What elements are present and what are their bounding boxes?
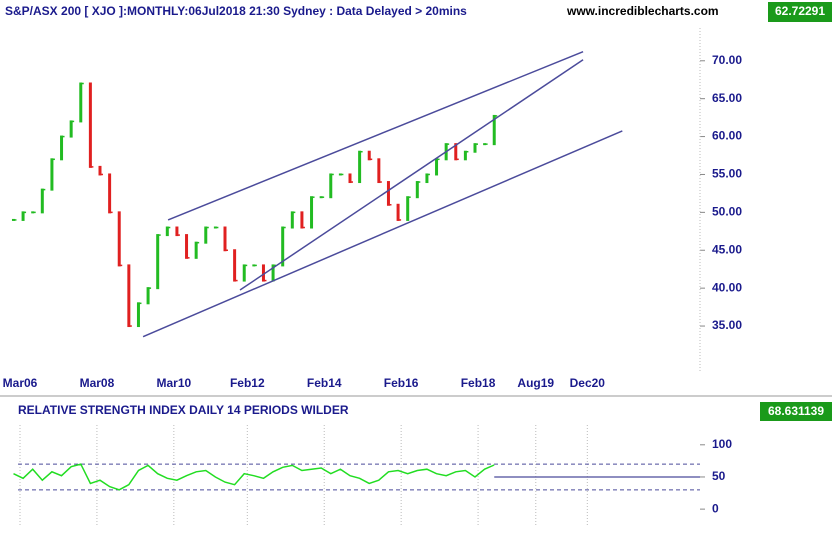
chart-header: S&P/ASX 200 [ XJO ]:MONTHLY:06Jul2018 21… [5,4,467,18]
rsi-title: RELATIVE STRENGTH INDEX DAILY 14 PERIODS… [18,403,349,417]
y-tick-label: 0 [712,501,719,515]
y-tick-label: 70.00 [712,53,742,67]
x-tick-label: Mar06 [3,376,38,390]
rsi-last-box [760,402,832,421]
y-tick-label: 40.00 [712,280,742,294]
y-tick-label: 50.00 [712,205,742,219]
y-tick-label: 65.00 [712,91,742,105]
x-tick-label: Feb12 [230,376,265,390]
website: www.incrediblecharts.com [566,4,719,18]
trend-line [142,130,623,338]
y-tick-label: 35.00 [712,318,742,332]
rsi-line [13,463,495,491]
y-tick-label: 100 [712,437,732,451]
x-tick-label: Feb14 [307,376,342,390]
x-tick-label: Feb16 [384,376,419,390]
last-value: 62.72291 [775,4,825,18]
x-tick-label: Dec20 [570,376,606,390]
trend-line [239,59,584,291]
trend-line [167,50,584,221]
y-tick-label: 45.00 [712,242,742,256]
last-value-box [768,2,832,22]
rsi-last-value: 68.631139 [768,404,824,418]
x-tick-label: Feb18 [461,376,496,390]
y-tick-label: 50 [712,469,726,483]
y-tick-label: 55.00 [712,167,742,181]
x-tick-label: Aug19 [517,376,554,390]
x-tick-label: Mar08 [80,376,115,390]
y-tick-label: 60.00 [712,129,742,143]
x-tick-label: Mar10 [157,376,192,390]
